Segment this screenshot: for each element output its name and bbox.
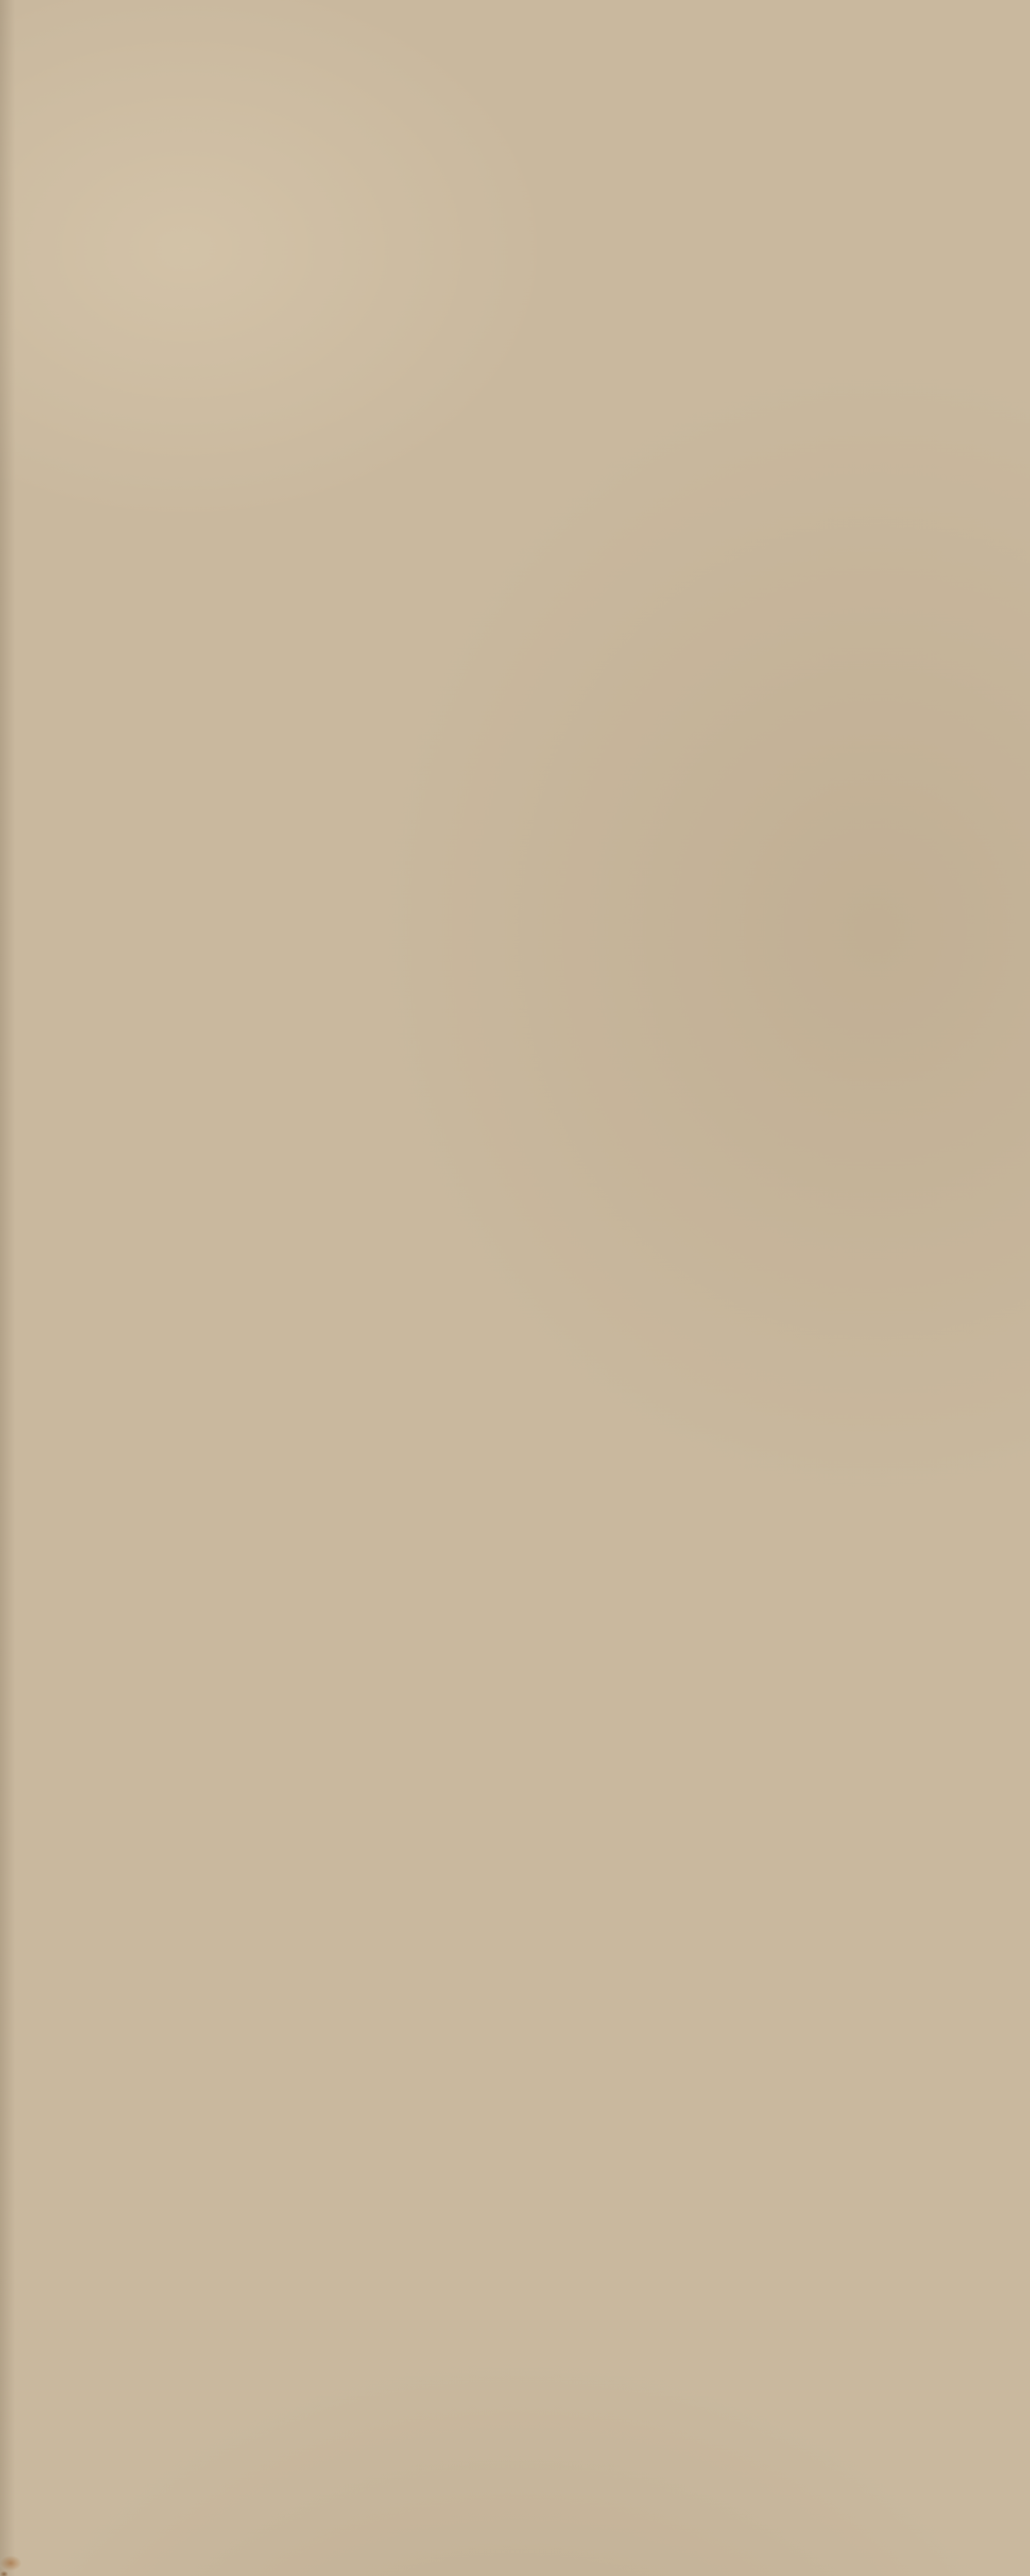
rust-stain (0, 2555, 22, 2571)
scan-edge-shadow-lower (0, 804, 2, 2555)
scan-edge-shadow (0, 0, 3, 804)
rust-stain-small (0, 2571, 8, 2576)
ink-smudges (0, 0, 1030, 1015)
